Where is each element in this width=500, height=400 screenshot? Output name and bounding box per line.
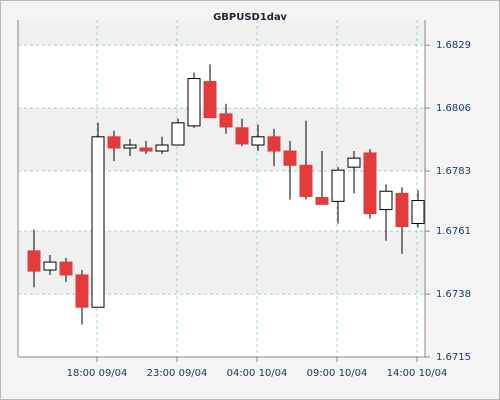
candle-body — [75, 274, 89, 308]
candle-body — [299, 164, 313, 197]
candle-body — [395, 192, 409, 228]
band — [18, 170, 425, 232]
x-tick-label: 14:00 10/04 — [387, 368, 448, 379]
candle-body — [123, 144, 137, 149]
candle-body — [139, 147, 153, 152]
candle-body — [379, 190, 393, 211]
candle-body — [43, 261, 57, 271]
chart-title: GBPUSD1day — [213, 12, 287, 23]
candle-body — [91, 136, 105, 308]
x-tick-label: 04:00 10/04 — [227, 368, 288, 379]
band — [18, 45, 425, 109]
y-tick-label: 1.6761 — [436, 226, 471, 237]
x-tick-label: 18:00 09/04 — [67, 368, 128, 379]
candle-body — [219, 113, 233, 128]
candle-body — [331, 169, 345, 202]
candle-body — [187, 78, 201, 127]
candle-body — [155, 144, 169, 152]
candle-body — [171, 122, 185, 146]
candle-body — [251, 136, 265, 146]
candle-body — [283, 150, 297, 166]
candle-body — [27, 250, 41, 272]
candle-body — [59, 261, 73, 276]
y-tick-label: 1.6806 — [436, 103, 471, 114]
candle-body — [411, 200, 425, 225]
candle-body — [203, 81, 217, 119]
x-tick-label: 09:00 10/04 — [307, 368, 368, 379]
candle-body — [267, 136, 281, 152]
y-tick-label: 1.6738 — [436, 289, 471, 300]
y-tick-label: 1.6829 — [436, 40, 471, 51]
candle-body — [363, 152, 377, 215]
candle-body — [235, 127, 249, 145]
y-tick-label: 1.6715 — [436, 352, 471, 363]
y-tick-label: 1.6783 — [436, 166, 471, 177]
candle-body — [347, 157, 361, 168]
candle-body — [107, 136, 121, 149]
x-tick-label: 23:00 09/04 — [147, 368, 208, 379]
candle-body — [315, 197, 329, 205]
